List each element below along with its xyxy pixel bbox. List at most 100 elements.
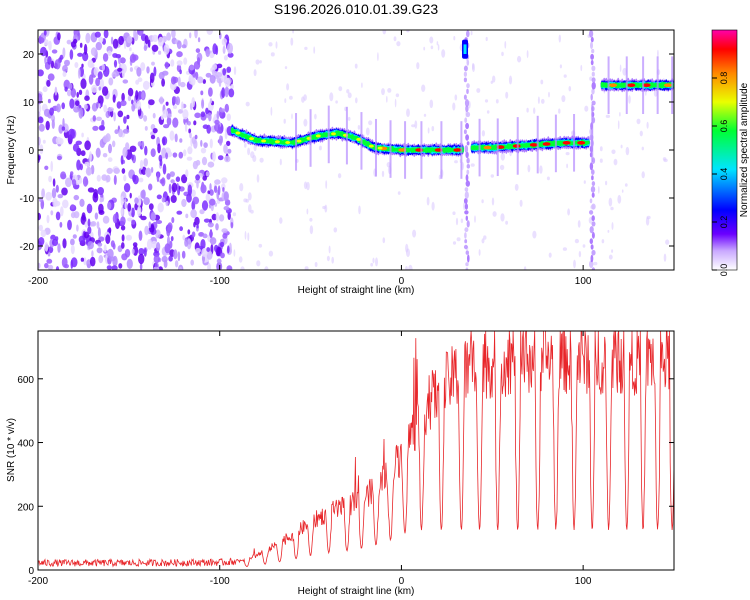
faint-noise-blob	[429, 36, 434, 44]
faint-noise-blob	[247, 192, 252, 201]
noise-blob	[209, 230, 213, 238]
noise-blob	[187, 229, 191, 235]
snr-y-axis-label: SNR (10 * v/v)	[6, 418, 17, 482]
noise-blob	[84, 161, 90, 167]
faint-noise-blob	[454, 160, 458, 164]
faint-noise-blob	[533, 107, 536, 114]
noise-blob	[190, 77, 196, 86]
noise-blob	[95, 41, 103, 51]
faint-noise-blob	[438, 174, 441, 180]
faint-noise-blob	[508, 75, 513, 85]
dropout-stripe	[463, 77, 467, 83]
signal-peak-mark	[331, 132, 336, 136]
noise-blob	[107, 157, 113, 163]
noise-blob	[62, 199, 69, 209]
faint-noise-blob	[558, 34, 561, 43]
faint-noise-blob	[617, 194, 622, 204]
faint-noise-blob	[318, 145, 322, 151]
noise-blob	[116, 101, 122, 109]
dropout-stripe	[466, 164, 470, 169]
noise-blob	[222, 187, 225, 193]
noise-blob	[44, 56, 47, 65]
noise-blob	[113, 174, 117, 186]
noise-blob	[61, 257, 68, 268]
dropout-stripe	[591, 65, 596, 72]
noise-blob	[176, 40, 182, 49]
noise-blob	[47, 98, 51, 104]
noise-blob	[216, 258, 222, 264]
noise-blob	[42, 139, 46, 144]
faint-noise-blob	[577, 220, 581, 228]
noise-blob	[99, 79, 105, 90]
noise-blob	[215, 72, 223, 78]
faint-noise-blob	[279, 158, 282, 166]
noise-blob	[60, 171, 67, 180]
faint-noise-blob	[485, 36, 488, 42]
noise-blob	[141, 140, 145, 149]
noise-blob	[226, 66, 232, 73]
faint-noise-blob	[526, 50, 529, 59]
noise-blob	[94, 31, 101, 38]
noise-blob	[121, 242, 125, 249]
signal-peak-mark	[483, 145, 492, 150]
noise-blob	[228, 88, 235, 98]
faint-noise-blob	[546, 176, 550, 181]
faint-noise-blob	[421, 84, 426, 92]
noise-blob	[108, 143, 112, 154]
noise-blob	[224, 155, 231, 163]
noise-blob	[52, 178, 56, 187]
noise-blob	[143, 158, 148, 167]
faint-noise-blob	[540, 79, 544, 85]
noise-blob	[214, 179, 221, 185]
noise-blob	[74, 62, 79, 68]
noise-blob	[224, 86, 229, 98]
faint-noise-blob	[279, 217, 283, 224]
noise-blob	[48, 175, 52, 183]
noise-blob	[173, 249, 178, 260]
noise-blob	[108, 77, 114, 86]
noise-blob	[90, 47, 97, 56]
track-spike	[460, 121, 463, 179]
faint-noise-blob	[396, 41, 401, 47]
noise-blob	[170, 59, 175, 67]
noise-blob	[57, 194, 64, 199]
track-spike	[360, 112, 363, 170]
dropout-stripe	[464, 232, 467, 239]
faint-noise-blob	[641, 171, 645, 179]
noise-blob	[168, 183, 172, 194]
noise-blob	[117, 67, 123, 72]
noise-blob	[194, 134, 198, 140]
noise-blob	[90, 221, 97, 227]
faint-noise-blob	[338, 86, 343, 92]
faint-noise-blob	[453, 36, 456, 41]
faint-noise-blob	[335, 100, 338, 104]
noise-blob	[194, 112, 201, 119]
noise-blob	[226, 265, 233, 270]
noise-blob	[189, 132, 192, 139]
noise-blob	[87, 187, 95, 193]
faint-noise-blob	[622, 67, 627, 76]
dropout-stripe	[464, 239, 468, 244]
dropout-stripe	[465, 267, 469, 270]
faint-noise-blob	[619, 64, 622, 72]
noise-blob	[79, 198, 85, 207]
track-spike	[671, 56, 674, 114]
noise-blob	[180, 101, 184, 111]
faint-noise-blob	[611, 249, 614, 253]
faint-noise-blob	[527, 164, 531, 173]
faint-noise-blob	[291, 113, 293, 120]
dropout-stripe	[465, 111, 471, 118]
noise-blob	[221, 87, 226, 99]
noise-blob	[95, 147, 101, 158]
noise-blob	[213, 185, 218, 193]
dropout-stripe	[463, 129, 467, 135]
faint-noise-blob	[472, 62, 474, 70]
noise-blob	[137, 141, 142, 147]
noise-blob	[118, 128, 123, 138]
noise-blob	[107, 248, 114, 259]
faint-noise-blob	[270, 52, 275, 57]
noise-blob	[101, 174, 108, 181]
noise-blob	[209, 98, 213, 104]
dropout-stripe	[590, 59, 594, 66]
noise-blob	[203, 218, 210, 223]
